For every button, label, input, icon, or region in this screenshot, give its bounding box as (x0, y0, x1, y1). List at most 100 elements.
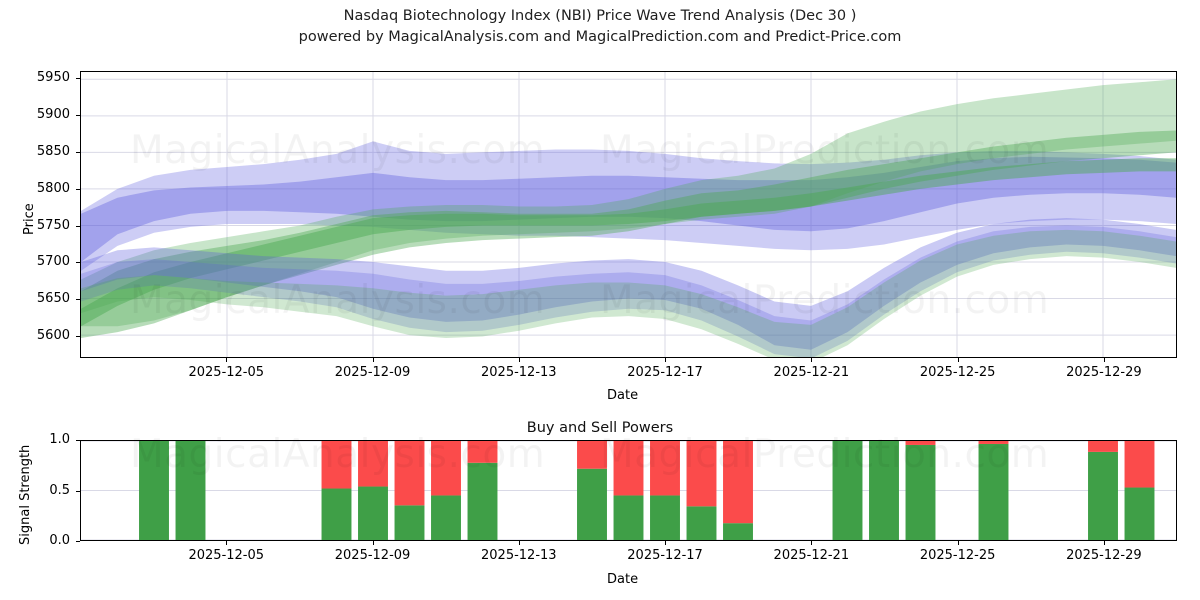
price-band-green-outer-upper (81, 79, 1176, 327)
price-band-blue-outer-upper (81, 141, 1176, 271)
price-x-tick-label: 2025-12-17 (627, 365, 703, 380)
signal-bar-sell (394, 441, 425, 506)
signal-chart-plot-area (80, 440, 1177, 541)
signal-bar-buy (358, 486, 388, 540)
price-band-blue-lower-inner (81, 225, 1176, 357)
price-x-tick-label: 2025-12-09 (334, 365, 411, 380)
chart-title-block: Nasdaq Biotechnology Index (NBI) Price W… (0, 6, 1200, 48)
price-y-tick-label: 5750 (36, 217, 70, 233)
signal-bar-buy (577, 468, 607, 540)
signal-y-axis-title: Signal Strength (18, 444, 33, 545)
signal-bar-buy (869, 441, 899, 540)
price-x-tickmark (226, 358, 228, 362)
signal-x-tick-label: 2025-12-13 (481, 548, 557, 563)
price-y-tick-label: 5800 (36, 180, 70, 196)
signal-y-tickmark (76, 541, 80, 542)
signal-bar-sell (686, 441, 717, 507)
price-chart-plot-area (80, 71, 1177, 358)
price-y-tickmark (76, 262, 80, 264)
signal-bar-buy (1124, 487, 1155, 540)
signal-x-tickmark (665, 541, 667, 545)
signal-x-tick-label: 2025-12-25 (919, 548, 996, 563)
signal-x-tickmark (226, 541, 228, 545)
signal-bar-sell (467, 441, 498, 463)
price-x-tickmark (372, 358, 374, 362)
price-band-blue-lower-dip (81, 218, 1176, 350)
signal-bar-sell (613, 441, 644, 496)
price-x-tick-label: 2025-12-05 (188, 365, 265, 380)
signal-bar-sell (577, 441, 607, 469)
signal-bar-buy (978, 443, 1009, 540)
signal-bar-buy (723, 523, 753, 540)
price-band-green-inner-upper (81, 130, 1176, 339)
price-x-tick-label: 2025-12-21 (773, 365, 850, 380)
price-band-green-lower-tail (81, 229, 1176, 357)
price-y-tick-label: 5900 (36, 107, 70, 123)
price-y-tickmark (76, 188, 80, 190)
price-y-axis-title: Price (22, 203, 37, 235)
chart-subtitle-credits: powered by MagicalAnalysis.com and Magic… (298, 29, 902, 45)
signal-bar-buy (613, 495, 644, 540)
signal-y-tick-label: 0.0 (49, 533, 70, 548)
signal-bar-sell (358, 441, 388, 487)
signal-bar-buy (832, 441, 863, 540)
price-wave-bands (81, 72, 1176, 357)
price-x-tick-label: 2025-12-25 (919, 365, 996, 380)
signal-bar-buy (905, 444, 936, 540)
price-y-tickmark (76, 151, 80, 153)
price-y-tickmark (76, 78, 80, 80)
price-y-tickmark (76, 335, 80, 337)
price-x-tickmark (811, 358, 813, 362)
price-x-tickmark (518, 358, 520, 362)
price-y-tick-label: 5600 (36, 327, 70, 343)
price-y-tickmark (76, 299, 80, 301)
signal-y-tick-label: 0.5 (49, 482, 70, 498)
price-x-tick-label: 2025-12-29 (1066, 365, 1142, 380)
signal-x-tickmark (372, 541, 374, 545)
signal-x-tick-label: 2025-12-29 (1066, 548, 1142, 563)
signal-x-tick-label: 2025-12-09 (334, 548, 411, 563)
signal-y-tick-label: 1.0 (49, 432, 70, 447)
signal-x-tickmark (1103, 541, 1105, 545)
signal-x-tickmark (518, 541, 520, 545)
signal-bar-sell (321, 441, 352, 489)
signal-bar-sell (1088, 441, 1118, 452)
signal-x-tickmark (957, 541, 959, 545)
price-y-tickmark (76, 225, 80, 227)
signal-x-axis-title: Date (607, 572, 639, 587)
price-band-green-band-mid (81, 158, 1176, 327)
signal-bar-sell (431, 441, 461, 496)
price-y-tick-label: 5700 (36, 254, 70, 270)
price-x-tickmark (665, 358, 667, 362)
price-y-tick-label: 5650 (36, 291, 70, 307)
signal-bar-buy (139, 441, 169, 540)
signal-bar-buy (1088, 451, 1118, 540)
signal-bar-sell (723, 441, 753, 524)
price-x-tickmark (1103, 358, 1105, 362)
signal-x-tick-label: 2025-12-21 (773, 548, 850, 563)
signal-bar-buy (431, 495, 461, 540)
price-y-tick-label: 5950 (36, 70, 70, 86)
signal-x-tick-label: 2025-12-17 (627, 548, 703, 563)
price-y-tick-label: 5850 (36, 143, 70, 159)
signal-y-tickmark (76, 440, 80, 441)
signal-bar-buy (650, 495, 680, 540)
signal-bar-buy (175, 441, 206, 540)
price-y-tickmark (76, 115, 80, 117)
price-x-tickmark (957, 358, 959, 362)
price-x-axis-title: Date (607, 388, 639, 403)
signal-bar-buy (686, 506, 717, 540)
signal-x-tick-label: 2025-12-05 (188, 548, 265, 563)
signal-bar-buy (394, 505, 425, 540)
signal-bar-buy (321, 488, 352, 540)
signal-chart-title: Buy and Sell Powers (526, 420, 674, 436)
signal-bar-sell (978, 441, 1009, 444)
signal-y-tickmark (76, 490, 80, 492)
signal-bar-sell (1124, 441, 1155, 488)
signal-bars (81, 441, 1176, 540)
signal-bar-sell (650, 441, 680, 496)
chart-title: Nasdaq Biotechnology Index (NBI) Price W… (343, 8, 857, 24)
price-band-blue-mid-upper (81, 156, 1176, 262)
signal-bar-sell (905, 441, 936, 445)
